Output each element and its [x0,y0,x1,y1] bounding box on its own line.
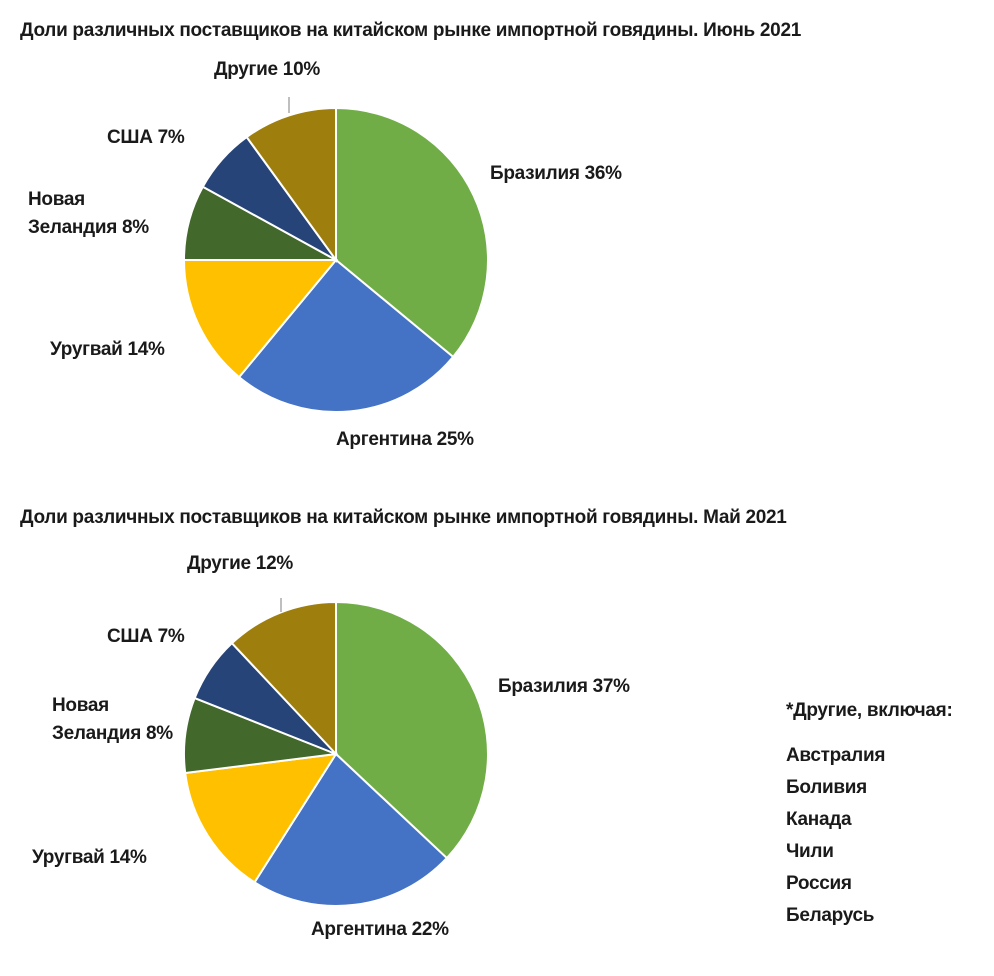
slice-label-line: Другие 12% [187,553,293,574]
pie-slice-другие [245,106,337,264]
slice-label-сша: США 7% [107,623,185,651]
slice-label-line: Уругвай 14% [32,847,147,868]
slice-label-line: Новая [52,695,109,716]
slice-label-аргентина: Аргентина 25% [336,426,474,454]
slice-label-line: США 7% [107,127,185,148]
slice-label-другие: Другие 10% [214,56,320,84]
pie-slice-уругвай [182,259,339,379]
slice-label-line: Аргентина 22% [311,919,449,940]
others-note-item: Боливия [786,777,867,798]
others-note-list: Австралия Боливия Канада Чили Россия Бел… [786,740,952,932]
pie-slice-бразилия [335,600,489,860]
slice-label-line: Бразилия 36% [490,163,622,184]
others-note-item: Чили [786,841,834,862]
chart-title-june: Доли различных поставщиков на китайском … [20,20,801,41]
slice-label-line: США 7% [107,626,185,647]
slice-label-сша: США 7% [107,124,185,152]
others-note-item: Россия [786,873,852,894]
slice-label-бразилия: Бразилия 36% [490,160,622,188]
slice-label-другие: Другие 12% [187,550,293,578]
others-note-title: *Другие, включая: [786,700,953,721]
slice-label-line: Зеландия 8% [52,723,173,744]
slice-label-уругвай: Уругвай 14% [50,336,165,364]
slice-label-новая-зеландия: Новая Зеландия 8% [52,692,173,748]
others-note-item: Австралия [786,745,886,766]
pie-slice-аргентина [253,752,449,907]
chart-title-may: Доли различных поставщиков на китайском … [20,507,787,528]
slice-label-line: Уругвай 14% [50,339,165,360]
slice-label-line: Бразилия 37% [498,676,630,697]
others-note: *Другие, включая: Австралия Боливия Кана… [786,700,953,932]
others-note-item: Беларусь [786,905,875,926]
slice-label-line: Новая [28,189,85,210]
others-note-item: Канада [786,809,852,830]
pie-slice-аргентина [237,258,455,413]
slice-label-line: Аргентина 25% [336,429,474,450]
slice-label-уругвай: Уругвай 14% [32,844,147,872]
pie-slice-бразилия [335,106,489,359]
pie-slice-уругвай [184,752,338,884]
slice-label-line: Другие 10% [214,59,320,80]
slice-label-бразилия: Бразилия 37% [498,673,630,701]
slice-label-line: Зеландия 8% [28,217,149,238]
slice-label-новая-зеландия: Новая Зеландия 8% [28,186,149,242]
slice-label-аргентина: Аргентина 22% [311,916,449,944]
pie-slice-другие [230,600,337,757]
